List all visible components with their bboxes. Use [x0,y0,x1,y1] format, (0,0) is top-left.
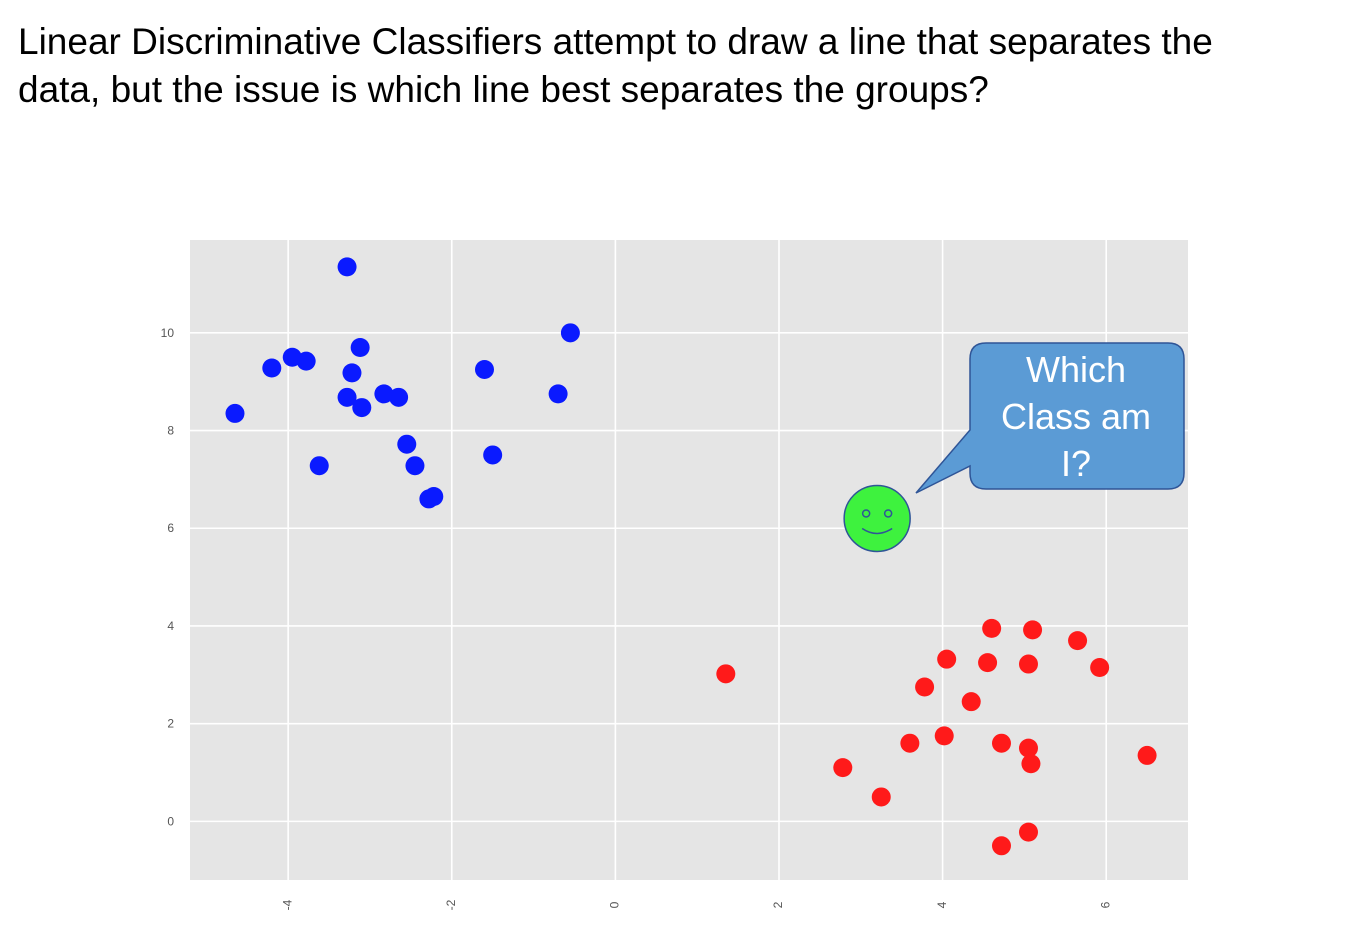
blue-data-point [342,363,362,383]
data-points [225,257,1157,856]
blue-data-point [397,434,417,454]
blue-data-point [474,359,494,379]
heading-line-2: data, but the issue is which line best s… [18,69,989,110]
blue-data-point [352,398,372,418]
blue-data-point [374,384,394,404]
red-data-point [961,692,981,712]
red-data-point [982,618,1002,638]
callout-bubble [915,342,1185,494]
blue-data-point [225,403,245,423]
y-tick-label: 4 [167,619,174,633]
smiley-face-icon [843,484,911,553]
blue-data-point [337,257,357,277]
blue-data-point [560,323,580,343]
x-tick-label: 4 [935,901,949,908]
red-data-point [1023,620,1043,640]
blue-data-point [419,489,439,509]
red-data-point [1090,657,1110,677]
heading-line-1: Linear Discriminative Classifiers attemp… [18,21,1213,62]
x-tick-label: 6 [1098,901,1112,908]
plot-area [190,240,1188,880]
blue-data-point [405,456,425,476]
y-tick-label: 2 [167,717,174,731]
y-tick-label: 10 [161,326,175,340]
callout-line-3: I? [1061,443,1091,484]
blue-data-point [548,384,568,404]
blue-data-point [296,351,316,371]
red-data-point [716,664,736,684]
callout-line-1: Which [1026,349,1126,390]
blue-data-point [350,337,370,357]
red-data-point [871,787,891,807]
red-data-point [915,677,935,697]
red-data-point [991,836,1011,856]
y-axis-ticks: 0 2 4 6 8 10 [161,326,175,829]
red-data-point [937,649,957,669]
speech-callout: Which Class am I? [915,342,1185,494]
blue-data-point [337,387,357,407]
blue-data-point [389,387,409,407]
red-data-point [978,653,998,673]
slide-heading: Linear Discriminative Classifiers attemp… [18,18,1338,114]
red-data-point [1018,738,1038,758]
blue-data-point [262,358,282,378]
red-data-point [1021,754,1041,774]
x-axis-ticks: -4 -2 0 2 4 6 [280,899,1112,910]
red-data-point [1068,631,1088,651]
blue-data-point [309,456,329,476]
red-data-point [833,758,853,778]
red-data-point [934,726,954,746]
smiley-mouth [861,527,893,535]
red-data-point [900,733,920,753]
callout-line-2: Class am [1001,396,1151,437]
red-data-point [991,733,1011,753]
y-tick-label: 0 [167,814,174,828]
y-tick-label: 8 [167,424,174,438]
red-data-point [1137,745,1157,765]
blue-data-point [483,445,503,465]
smiley-face-circle [843,484,911,553]
x-tick-label: -4 [280,899,294,910]
red-data-point [1018,654,1038,674]
smiley-right-eye [883,509,893,518]
y-tick-label: 6 [167,521,174,535]
x-tick-label: 0 [608,901,622,908]
red-data-point [1018,822,1038,842]
x-tick-label: 2 [771,901,785,908]
x-tick-label: -2 [444,899,458,910]
smiley-left-eye [861,509,871,518]
